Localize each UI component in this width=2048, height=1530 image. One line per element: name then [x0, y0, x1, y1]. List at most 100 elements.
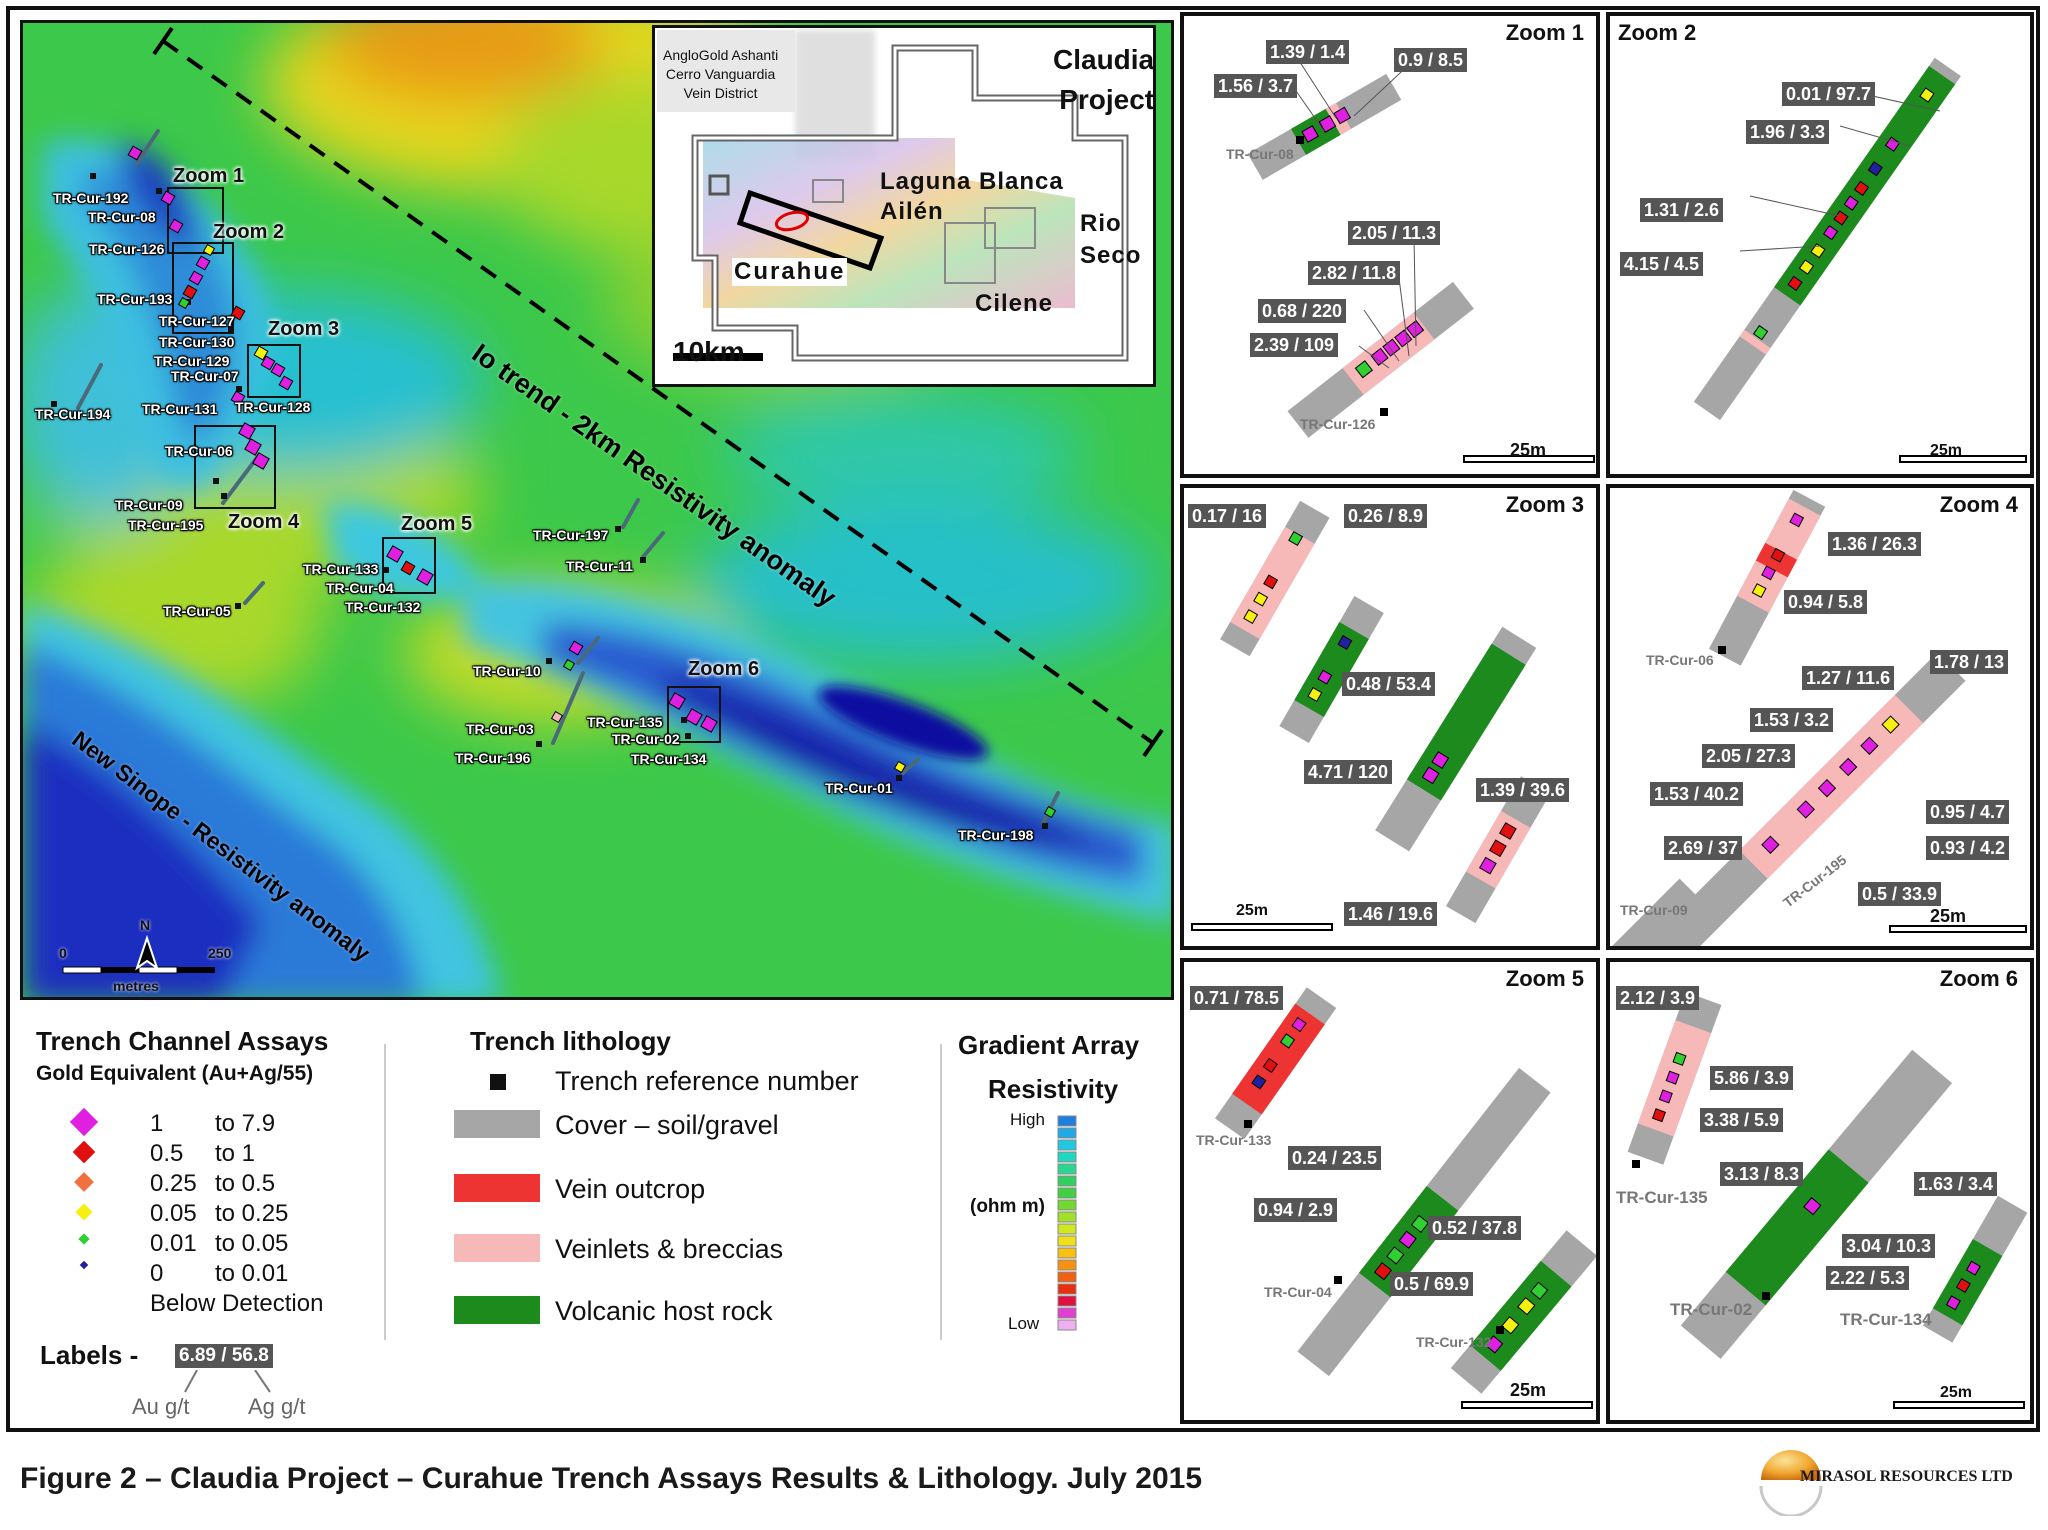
legend-litho-label: Volcanic host rock: [555, 1296, 773, 1326]
assay-label: 3.38 / 5.9: [1700, 1108, 1784, 1132]
zoom-scale: 25m: [1510, 1380, 1547, 1400]
zoom-panel-2[interactable]: Zoom 2 0.01 / 97.7 1.96 / 3.3 1.31 / 2.6…: [1606, 12, 2034, 478]
assay-label: 0.68 / 220: [1258, 299, 1347, 323]
trench-label: TR-Cur-196: [455, 750, 531, 766]
trench-label: TR-Cur-129: [154, 353, 230, 369]
legend-low: Low: [1008, 1314, 1040, 1333]
legend-divider: [384, 1044, 386, 1340]
assay-label: 1.63 / 3.4: [1914, 1172, 1998, 1196]
assay-label: 0.93 / 4.2: [1926, 836, 2010, 860]
zoom-panel-5[interactable]: Zoom 5 0.71 / 78.5 0.24 / 23.5 0.94 / 2.…: [1180, 958, 1600, 1424]
trench-label: TR-Cur-131: [142, 401, 218, 417]
trench-ref-label: TR-Cur-08: [1226, 146, 1294, 162]
assay-label: 3.13 / 8.3: [1720, 1162, 1804, 1186]
legend-labels-word: Labels -: [40, 1340, 139, 1370]
assay-label: 1.31 / 2.6: [1640, 198, 1724, 222]
assay-label: 4.15 / 4.5: [1620, 252, 1704, 276]
zoom-panel-4[interactable]: Zoom 4 1.36 / 26.3 0.94 / 5.8 1.27 / 11.…: [1606, 484, 2034, 950]
map-zoom-label[interactable]: Zoom 6: [688, 658, 760, 680]
zoom-panel-1[interactable]: Zoom 1 1.39 / 1.4 0.9 / 8.5 1.56 / 3.7 2…: [1180, 12, 1600, 478]
assay-label: 1.78 / 13: [1930, 650, 2009, 674]
zoom-title: Zoom 3: [1505, 492, 1584, 517]
mirasol-logo-icon: [1759, 1450, 1823, 1516]
trench-ref-label: TR-Cur-134: [1840, 1310, 1932, 1329]
legend-litho-label: Cover – soil/gravel: [555, 1110, 779, 1140]
map-zoom-label[interactable]: Zoom 1: [173, 165, 245, 187]
zoom-title: Zoom 6: [1939, 966, 2018, 991]
assay-label: 0.95 / 4.7: [1926, 800, 2010, 824]
legend-symbols: [69, 1108, 99, 1270]
north-arrow-icon: [135, 934, 159, 971]
inset-cilene: Cilene: [975, 290, 1054, 317]
assay-label: 2.39 / 109: [1250, 333, 1339, 357]
veinlets-swatch: [454, 1234, 540, 1262]
trench-ref-label: TR-Cur-04: [1264, 1284, 1332, 1300]
inset-district-2: Cerro Vanguardia: [665, 66, 776, 82]
trench-label: TR-Cur-194: [35, 406, 111, 422]
zoom-panel-3[interactable]: Zoom 3 0.17 / 16 0.26 / 8.9 0.48 / 53.4 …: [1180, 484, 1600, 950]
map-zoom-label[interactable]: Zoom 4: [228, 511, 300, 533]
trench-label: TR-Cur-192: [53, 190, 129, 206]
trench-label: TR-Cur-135: [587, 714, 663, 730]
assay-label: 2.82 / 11.8: [1308, 261, 1401, 285]
trench-label: TR-Cur-130: [159, 334, 235, 350]
scale-250: 250: [208, 945, 232, 961]
legend-range-from: 0.25: [150, 1170, 197, 1197]
inset-laguna: Laguna Blanca: [880, 168, 1064, 195]
trench-label: TR-Cur-127: [159, 313, 235, 329]
assay-label: 1.53 / 3.2: [1750, 708, 1834, 732]
trench-label: TR-Cur-08: [88, 209, 156, 225]
map-zoom-label[interactable]: Zoom 2: [213, 221, 285, 243]
resistivity-color-ramp: [1057, 1115, 1077, 1331]
zoom-panel-6[interactable]: Zoom 6 2.12 / 3.9 5.86 / 3.9 3.38 / 5.9 …: [1606, 958, 2034, 1424]
zoom-scale: 25m: [1236, 902, 1269, 919]
assay-label: 0.52 / 37.8: [1428, 1216, 1522, 1240]
inset-rio-2: Seco: [1080, 242, 1142, 269]
trench-label: TR-Cur-01: [825, 780, 893, 796]
trench-label: TR-Cur-05: [163, 603, 231, 619]
io-trend-line: [161, 39, 1155, 745]
assay-label: 0.5 / 69.9: [1390, 1272, 1474, 1296]
inset-district-3: Vein District: [683, 85, 758, 101]
legend-below-detection: Below Detection: [150, 1290, 324, 1317]
assay-label: 0.26 / 8.9: [1344, 504, 1428, 528]
legend-assays-subtitle: Gold Equivalent (Au+Ag/55): [36, 1062, 314, 1085]
assay-label: 3.04 / 10.3: [1842, 1234, 1936, 1258]
legend-range-from: 0.01: [150, 1230, 197, 1257]
legend-unit: (ohm m): [970, 1196, 1045, 1217]
figure-caption: Figure 2 – Claudia Project – Curahue Tre…: [20, 1462, 1203, 1495]
assay-label: 0.71 / 78.5: [1190, 986, 1284, 1010]
inset-scale: 10km: [673, 336, 745, 367]
legend-litho-label: Veinlets & breccias: [555, 1234, 784, 1264]
map-zoom-label[interactable]: Zoom 5: [401, 513, 473, 535]
trench-label: TR-Cur-133: [303, 561, 379, 577]
trench-label: TR-Cur-197: [533, 527, 609, 543]
assay-label: 0.94 / 2.9: [1254, 1198, 1338, 1222]
legend-litho-label: Trench reference number: [555, 1066, 859, 1096]
legend-assays-title: Trench Channel Assays: [36, 1026, 329, 1056]
legend-range-from: 0: [150, 1260, 164, 1287]
assay-label: 4.71 / 120: [1304, 760, 1393, 784]
resistivity-map: Zoom 1 Zoom 2 Zoom 3 Zoom 4 Zoom 5 Zoom …: [20, 20, 1174, 1000]
assay-label: 0.9 / 8.5: [1394, 48, 1468, 72]
trench-label: TR-Cur-195: [128, 517, 204, 533]
legend-range-to: to 1: [215, 1140, 256, 1167]
legend-range-to: to 0.05: [215, 1230, 289, 1257]
inset-project-1: Claudia: [1053, 44, 1155, 75]
assay-label: 0.24 / 23.5: [1288, 1146, 1382, 1170]
assay-label: 0.17 / 16: [1188, 504, 1267, 528]
legend-grad-title-1: Gradient Array: [958, 1030, 1140, 1060]
map-zoom-label[interactable]: Zoom 3: [268, 318, 340, 340]
zoom-title: Zoom 5: [1505, 966, 1584, 991]
trench-ref-label: TR-Cur-133: [1196, 1132, 1272, 1148]
cover-swatch: [454, 1110, 540, 1138]
trench-label: TR-Cur-193: [97, 291, 173, 307]
assay-label: 0.01 / 97.7: [1782, 82, 1876, 106]
assay-label: 5.86 / 3.9: [1710, 1066, 1794, 1090]
volcanic-swatch: [454, 1296, 540, 1324]
zoom-title: Zoom 1: [1505, 20, 1584, 45]
assay-label: 1.36 / 26.3: [1828, 532, 1922, 556]
main-scale-bar: [62, 966, 215, 974]
inset-district-1: AngloGold Ashanti: [663, 47, 779, 63]
trench-label: TR-Cur-132: [345, 599, 421, 615]
